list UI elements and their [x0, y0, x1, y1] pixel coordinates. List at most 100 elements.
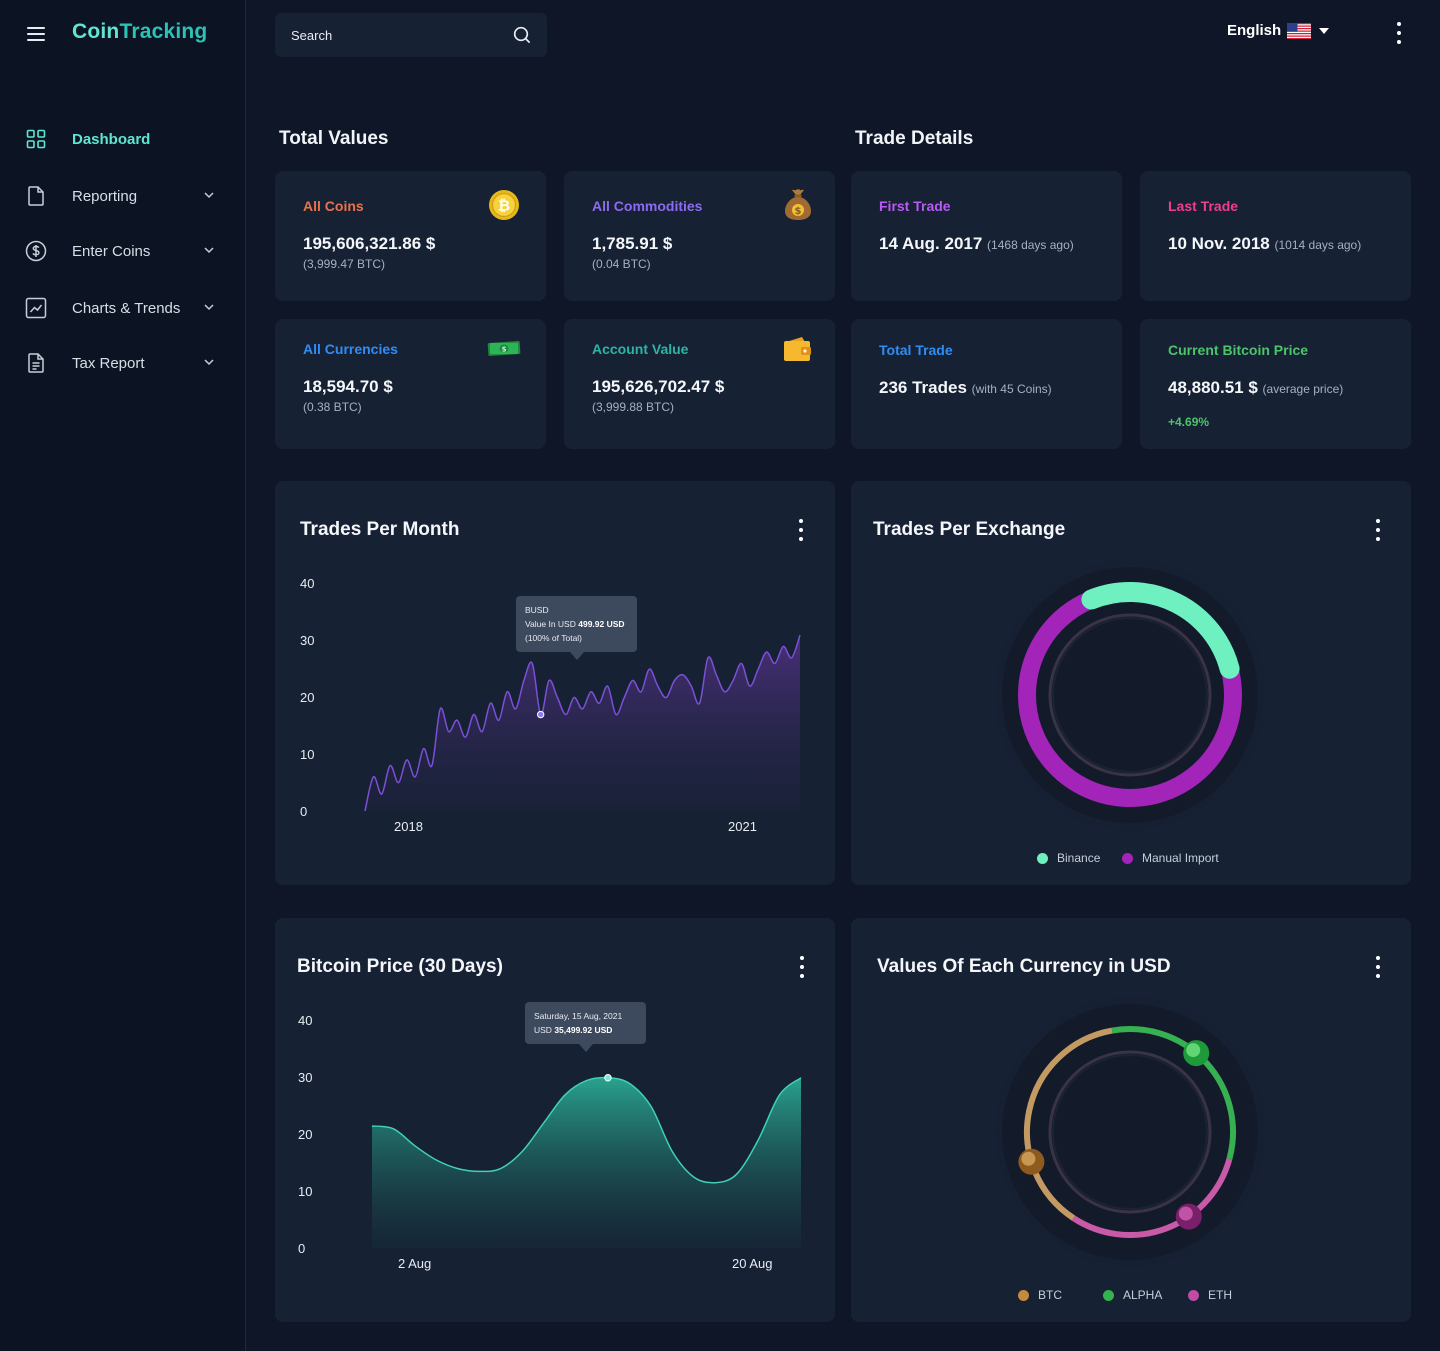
bitcoin-price-chart[interactable]	[275, 918, 835, 1322]
card-title: Last Trade	[1168, 198, 1239, 214]
chevron-down-icon[interactable]	[202, 300, 216, 314]
y-tick-label: 40	[300, 576, 315, 591]
card-value-note: (1014 days ago)	[1274, 238, 1362, 252]
card-sub: (0.38 BTC)	[303, 400, 362, 414]
card-value-note: (with 45 Coins)	[971, 382, 1052, 396]
card-title: Current Bitcoin Price	[1168, 342, 1309, 358]
legend-label: ETH	[1208, 1288, 1232, 1302]
sidebar-item-label: Charts & Trends	[72, 299, 181, 317]
trades-per-exchange-donut[interactable]	[851, 481, 1411, 885]
bitcoin-price-panel: Bitcoin Price (30 Days) 40 30 20 10 0 2 …	[275, 918, 835, 1322]
app-logo[interactable]: CoinTracking	[72, 20, 207, 44]
legend-swatch	[1122, 852, 1133, 864]
sidebar: CoinTracking Dashboard Reporting Enter C…	[0, 0, 246, 1351]
card-value-main: 14 Aug. 2017	[879, 234, 983, 253]
card-account-value[interactable]: Account Value 195,626,702.47 $ (3,999.88…	[564, 319, 835, 449]
sidebar-item-charts-trends[interactable]: Charts & Trends	[24, 294, 224, 322]
eth-marker-highlight	[1178, 1206, 1193, 1221]
grid-icon	[24, 127, 48, 151]
legend-label: Manual Import	[1142, 851, 1219, 865]
search-input[interactable]	[275, 27, 495, 43]
card-value: 10 Nov. 2018 (1014 days ago)	[1168, 234, 1361, 254]
trade-details-title: Trade Details	[855, 128, 974, 149]
chevron-down-icon[interactable]	[202, 355, 216, 369]
tooltip-line: Saturday, 15 Aug, 2021	[534, 1011, 623, 1021]
card-last-trade[interactable]: Last Trade 10 Nov. 2018 (1014 days ago)	[1140, 171, 1411, 301]
more-options-icon[interactable]	[1375, 956, 1381, 978]
y-tick-label: 10	[300, 747, 315, 762]
x-tick-label: 2018	[394, 819, 423, 834]
sidebar-item-tax-report[interactable]: Tax Report	[24, 349, 224, 377]
more-options-icon[interactable]	[798, 519, 804, 541]
logo-text-secondary: Tracking	[119, 20, 208, 43]
price-change-badge: +4.69%	[1168, 415, 1210, 429]
legend-item[interactable]: Manual Import	[1122, 851, 1219, 865]
card-title: First Trade	[879, 198, 951, 214]
alpha-marker-highlight	[1186, 1043, 1201, 1058]
card-all-coins[interactable]: All Coins 195,606,321.86 $ (3,999.47 BTC…	[275, 171, 546, 301]
highlight-point	[536, 710, 545, 719]
x-tick-label: 2 Aug	[398, 1256, 432, 1271]
slice-btc	[1024, 1027, 1113, 1221]
area-fill	[372, 1077, 801, 1248]
tooltip-line: BUSD	[525, 605, 549, 615]
card-total-trade[interactable]: Total Trade 236 Trades (with 45 Coins)	[851, 319, 1122, 449]
card-sub: (3,999.47 BTC)	[303, 257, 386, 271]
card-title: All Currencies	[303, 341, 398, 357]
card-value-main: 236 Trades	[879, 378, 967, 397]
tooltip-value: 499.92 USD	[578, 619, 625, 629]
card-value-note: (1468 days ago)	[987, 238, 1074, 252]
sidebar-item-enter-coins[interactable]: Enter Coins	[24, 237, 224, 265]
tooltip-value: 35,499.92 USD	[554, 1025, 613, 1035]
panel-title: Trades Per Month	[300, 519, 460, 540]
card-value-main: 48,880.51 $	[1168, 378, 1258, 397]
y-tick-label: 30	[298, 1070, 313, 1085]
us-flag-icon	[1287, 22, 1312, 39]
card-value: 236 Trades (with 45 Coins)	[879, 378, 1052, 398]
trades-per-month-panel: Trades Per Month 40 30 20 10 0 2018 2021…	[275, 481, 835, 885]
language-selector[interactable]: English	[1227, 22, 1330, 39]
card-sub: (3,999.88 BTC)	[592, 400, 675, 414]
x-tick-label: 2021	[728, 819, 757, 834]
card-title: Account Value	[592, 341, 689, 357]
card-all-currencies[interactable]: All Currencies 18,594.70 $ (0.38 BTC) $	[275, 319, 546, 449]
more-options-icon[interactable]	[799, 956, 805, 978]
svg-text:₿: ₿	[498, 197, 510, 215]
sidebar-item-reporting[interactable]: Reporting	[24, 182, 224, 210]
svg-text:$: $	[795, 206, 802, 217]
tooltip-line: USD 35,499.92 USD	[534, 1023, 637, 1037]
chevron-down-icon[interactable]	[202, 188, 216, 202]
y-tick-label: 0	[298, 1241, 306, 1256]
card-value-note: (average price)	[1262, 382, 1344, 396]
card-current-bitcoin-price[interactable]: Current Bitcoin Price 48,880.51 $ (avera…	[1140, 319, 1411, 449]
logo-text-primary: Coin	[72, 20, 120, 43]
sidebar-item-dashboard[interactable]: Dashboard	[24, 125, 224, 153]
card-first-trade[interactable]: First Trade 14 Aug. 2017 (1468 days ago)	[851, 171, 1122, 301]
card-all-commodities[interactable]: All Commodities 1,785.91 $ (0.04 BTC) $	[564, 171, 835, 301]
currency-values-donut[interactable]	[851, 918, 1411, 1322]
legend-item[interactable]: Binance	[1037, 851, 1100, 865]
card-value-main: 10 Nov. 2018	[1168, 234, 1270, 253]
more-options-icon[interactable]	[1375, 519, 1381, 541]
more-options-icon[interactable]	[1396, 22, 1402, 44]
panel-title: Bitcoin Price (30 Days)	[297, 956, 503, 977]
search-bar	[275, 13, 547, 57]
report-icon	[24, 351, 48, 375]
chevron-down-icon[interactable]	[202, 243, 216, 257]
legend-item[interactable]: ALPHA	[1103, 1288, 1162, 1302]
y-tick-label: 20	[298, 1127, 313, 1142]
card-title: Total Trade	[879, 342, 953, 358]
total-values-title: Total Values	[279, 128, 389, 149]
money-bag-icon: $	[782, 186, 814, 227]
trades-per-exchange-panel: Trades Per Exchange Binance Manual Impor…	[851, 481, 1411, 885]
legend-item[interactable]: ETH	[1188, 1288, 1232, 1302]
search-icon[interactable]	[513, 26, 531, 44]
series-line	[364, 634, 801, 812]
y-tick-label: 10	[298, 1184, 313, 1199]
panel-title: Trades Per Exchange	[873, 519, 1066, 540]
legend-swatch	[1037, 852, 1048, 864]
legend-item[interactable]: BTC	[1018, 1288, 1062, 1302]
wallet-icon	[783, 336, 813, 367]
menu-icon[interactable]	[27, 27, 45, 41]
trades-per-month-chart[interactable]	[275, 481, 835, 885]
